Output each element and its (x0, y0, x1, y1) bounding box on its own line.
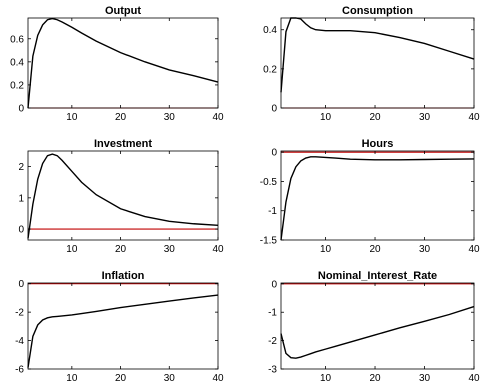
x-tick-label: 40 (212, 112, 224, 123)
x-tick-label: 10 (66, 244, 78, 255)
axes-frame-investment (27, 150, 219, 241)
x-tick-label: 20 (115, 373, 127, 384)
panel-hours: Hours 10 20 30 40 -1.5 -1 -0.5 0 (260, 138, 480, 255)
panel-inflation: Inflation 10 20 30 40 -6 -4 -2 0 (15, 270, 224, 384)
panel-title-inflation: Inflation (102, 270, 145, 282)
x-tick-label: 30 (164, 244, 176, 255)
response-line-investment (27, 153, 219, 239)
y-tick-label: 0 (271, 279, 277, 290)
panel-title-consumption: Consumption (342, 5, 413, 17)
x-tick-label: 40 (468, 373, 480, 384)
y-tick-label: 0.2 (263, 64, 277, 75)
y-tick-label: 0.6 (10, 34, 24, 45)
x-tick-label: 10 (66, 373, 78, 384)
x-tick-label: 10 (66, 112, 78, 123)
y-tick-label: 0.4 (10, 57, 24, 68)
axes-frame-consumption (280, 17, 475, 109)
panel-nominal-interest-rate: Nominal_Interest_Rate 10 20 30 40 -3 -2 -1 0 (268, 270, 480, 384)
x-tick-label: 20 (369, 373, 381, 384)
x-tick-label: 30 (164, 373, 176, 384)
x-tick-label: 40 (468, 112, 480, 123)
axes-frame-output (27, 17, 219, 109)
panel-output: Output 10 20 30 40 0 0.2 0.4 0.6 (10, 5, 224, 123)
panel-title-nominal-interest-rate: Nominal_Interest_Rate (318, 270, 437, 282)
axes-frame-nominal-interest-rate (280, 282, 475, 370)
x-tick-label: 30 (419, 373, 431, 384)
x-tick-label: 10 (320, 244, 332, 255)
panel-investment: Investment 10 20 30 40 0 1 2 (18, 138, 224, 255)
response-line-hours (280, 156, 475, 241)
y-tick-label: 0 (18, 279, 24, 290)
response-line-output (27, 17, 219, 109)
axes-frame-hours (280, 150, 475, 241)
response-line-nominal-interest-rate (280, 305, 475, 359)
panel-consumption: Consumption 10 20 30 40 0 0.2 0.4 (263, 5, 480, 123)
panel-title-hours: Hours (362, 138, 394, 150)
y-tick-label: -1.5 (260, 236, 278, 247)
y-tick-label: -4 (15, 336, 24, 347)
y-tick-label: -2 (15, 308, 24, 319)
x-tick-label: 40 (468, 244, 480, 255)
y-tick-label: -1 (268, 206, 277, 217)
panel-title-output: Output (105, 5, 141, 17)
x-tick-label: 40 (212, 373, 224, 384)
x-tick-label: 20 (369, 112, 381, 123)
response-line-inflation (27, 294, 219, 368)
y-tick-label: 0 (271, 104, 277, 115)
x-tick-label: 30 (419, 112, 431, 123)
y-tick-label: -6 (15, 365, 24, 376)
x-tick-label: 30 (419, 244, 431, 255)
y-tick-label: 0 (271, 148, 277, 159)
y-tick-label: -3 (268, 365, 277, 376)
y-tick-label: 0.2 (10, 80, 24, 91)
x-tick-label: 40 (212, 244, 224, 255)
y-tick-label: 0 (18, 225, 24, 236)
y-tick-label: -0.5 (260, 177, 278, 188)
x-tick-label: 10 (320, 112, 332, 123)
panel-title-investment: Investment (94, 138, 152, 150)
axes-frame-inflation (27, 282, 219, 370)
x-tick-label: 20 (115, 244, 127, 255)
response-line-consumption (280, 17, 475, 93)
y-tick-label: 1 (18, 193, 24, 204)
y-tick-label: 0 (18, 104, 24, 115)
y-tick-label: 2 (18, 162, 24, 173)
x-tick-label: 30 (164, 112, 176, 123)
y-tick-label: -1 (268, 308, 277, 319)
x-tick-label: 20 (369, 244, 381, 255)
y-tick-label: 0.4 (263, 25, 277, 36)
y-tick-label: -2 (268, 336, 277, 347)
x-tick-label: 20 (115, 112, 127, 123)
x-tick-label: 10 (320, 373, 332, 384)
